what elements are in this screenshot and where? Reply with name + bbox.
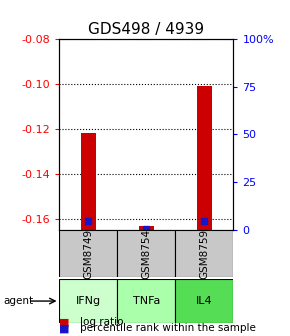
Text: percentile rank within the sample: percentile rank within the sample xyxy=(80,323,255,333)
Text: IFNg: IFNg xyxy=(76,296,101,306)
Text: IL4: IL4 xyxy=(196,296,213,306)
Text: agent: agent xyxy=(3,296,33,306)
Text: log ratio: log ratio xyxy=(80,317,123,327)
Bar xyxy=(81,133,96,230)
Bar xyxy=(175,279,233,323)
Text: GSM8759: GSM8759 xyxy=(200,228,209,279)
Bar xyxy=(175,230,233,277)
Bar xyxy=(139,226,154,230)
Bar xyxy=(117,279,175,323)
Title: GDS498 / 4939: GDS498 / 4939 xyxy=(88,23,204,38)
Text: GSM8754: GSM8754 xyxy=(142,228,151,279)
Text: ■: ■ xyxy=(59,317,70,327)
Bar xyxy=(59,279,117,323)
Text: GSM8749: GSM8749 xyxy=(84,228,93,279)
Text: TNFa: TNFa xyxy=(133,296,160,306)
Bar xyxy=(59,230,117,277)
Bar xyxy=(197,86,212,230)
Bar xyxy=(117,230,175,277)
Text: ■: ■ xyxy=(59,323,70,333)
